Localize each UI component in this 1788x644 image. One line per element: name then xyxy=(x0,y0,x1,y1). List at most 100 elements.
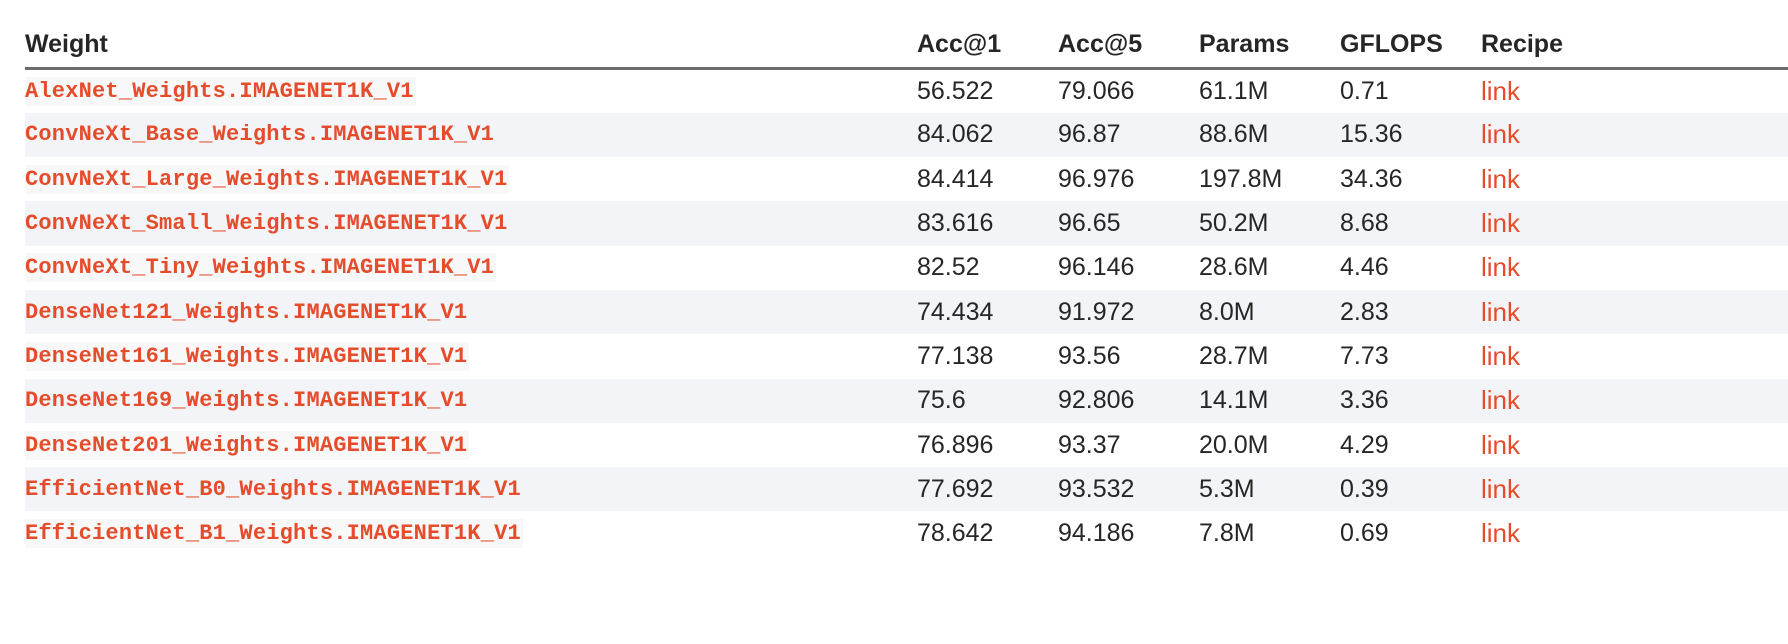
recipe-link[interactable]: link xyxy=(1481,473,1521,504)
gflops-cell: 4.29 xyxy=(1340,430,1389,459)
table-header: Weight Acc@1 Acc@5 Params GFLOPS Recipe xyxy=(25,22,1788,70)
recipe-link[interactable]: link xyxy=(1481,296,1521,327)
weight-cell: DenseNet121_Weights.IMAGENET1K_V1 xyxy=(25,289,917,335)
params-cell: 50.2M xyxy=(1199,201,1340,246)
recipe-link[interactable]: link xyxy=(1481,252,1521,283)
acc5-cell: 79.066 xyxy=(1058,76,1135,105)
table-body: AlexNet_Weights.IMAGENET1K_V1 56.522 79.06… xyxy=(25,69,1788,556)
weight-name-link[interactable]: DenseNet169_Weights.IMAGENET1K_V1 xyxy=(25,386,470,416)
recipe-link[interactable]: link xyxy=(1481,163,1521,194)
weight-cell: EfficientNet_B0_Weights.IMAGENET1K_V1 xyxy=(25,467,917,512)
table-row: DenseNet121_Weights.IMAGENET1K_V1 74.434 9… xyxy=(25,289,1788,335)
table-row: EfficientNet_B0_Weights.IMAGENET1K_V1 77.… xyxy=(25,467,1788,512)
recipe-cell: link xyxy=(1481,467,1788,512)
recipe-link[interactable]: link xyxy=(1481,518,1521,549)
table-row: EfficientNet_B1_Weights.IMAGENET1K_V1 78.… xyxy=(25,511,1788,555)
weight-cell: DenseNet201_Weights.IMAGENET1K_V1 xyxy=(25,423,917,467)
gflops-cell: 3.36 xyxy=(1340,378,1481,423)
acc5-cell: 94.186 xyxy=(1058,519,1135,548)
header-row: Weight Acc@1 Acc@5 Params GFLOPS Recipe xyxy=(25,22,1788,70)
recipe-link[interactable]: link xyxy=(1481,75,1521,106)
acc1-cell: 77.692 xyxy=(917,467,1058,512)
weight-name-link[interactable]: ConvNeXt_Small_Weights.IMAGENET1K_V1 xyxy=(25,209,510,239)
table-row: DenseNet161_Weights.IMAGENET1K_V1 77.138 9… xyxy=(25,334,1788,378)
gflops-cell: 0.39 xyxy=(1340,467,1481,512)
header-gflops: GFLOPS xyxy=(1340,22,1481,70)
weight-name-link[interactable]: EfficientNet_B1_Weights.IMAGENET1K_V1 xyxy=(25,519,523,549)
params-cell: 88.6M xyxy=(1199,112,1340,158)
gflops-cell: 0.69 xyxy=(1340,519,1389,548)
header-params: Params xyxy=(1199,22,1340,70)
weight-name-link[interactable]: ConvNeXt_Base_Weights.IMAGENET1K_V1 xyxy=(25,120,497,150)
weights-table: Weight Acc@1 Acc@5 Params GFLOPS Recipe … xyxy=(25,22,1788,556)
weight-cell: AlexNet_Weights.IMAGENET1K_V1 xyxy=(25,69,917,113)
table-row: ConvNeXt_Tiny_Weights.IMAGENET1K_V1 82.52… xyxy=(25,246,1788,290)
params-cell: 28.7M xyxy=(1199,341,1269,370)
gflops-cell: 0.71 xyxy=(1340,76,1389,105)
weight-name-link[interactable]: DenseNet201_Weights.IMAGENET1K_V1 xyxy=(25,430,470,460)
params-cell: 8.0M xyxy=(1199,289,1340,335)
gflops-cell: 15.36 xyxy=(1340,112,1481,158)
recipe-cell: link xyxy=(1481,157,1788,201)
acc1-cell: 84.062 xyxy=(917,112,1058,158)
acc5-cell: 96.65 xyxy=(1058,201,1199,246)
params-cell: 20.0M xyxy=(1199,430,1269,459)
acc1-cell: 77.138 xyxy=(917,341,994,370)
weight-name-link[interactable]: DenseNet121_Weights.IMAGENET1K_V1 xyxy=(25,297,470,327)
weight-name-link[interactable]: EfficientNet_B0_Weights.IMAGENET1K_V1 xyxy=(25,474,523,504)
acc1-cell: 84.414 xyxy=(917,164,994,193)
acc1-cell: 78.642 xyxy=(917,519,994,548)
header-acc5: Acc@5 xyxy=(1058,22,1199,70)
table-row: DenseNet201_Weights.IMAGENET1K_V1 76.896 9… xyxy=(25,423,1788,467)
acc5-cell: 93.56 xyxy=(1058,341,1121,370)
table-row: ConvNeXt_Base_Weights.IMAGENET1K_V1 84.06… xyxy=(25,112,1788,158)
params-cell: 7.8M xyxy=(1199,519,1255,548)
recipe-cell: link xyxy=(1481,511,1788,555)
gflops-cell: 2.83 xyxy=(1340,289,1481,335)
header-weight: Weight xyxy=(25,22,917,70)
params-cell: 197.8M xyxy=(1199,164,1283,193)
recipe-link[interactable]: link xyxy=(1481,429,1521,460)
table-row: ConvNeXt_Large_Weights.IMAGENET1K_V1 84.4… xyxy=(25,157,1788,201)
acc1-cell: 56.522 xyxy=(917,76,994,105)
recipe-cell: link xyxy=(1481,246,1788,290)
params-cell: 5.3M xyxy=(1199,467,1340,512)
acc5-cell: 93.37 xyxy=(1058,430,1121,459)
weight-name-link[interactable]: AlexNet_Weights.IMAGENET1K_V1 xyxy=(25,76,416,106)
acc5-cell: 96.146 xyxy=(1058,253,1135,282)
acc5-cell: 92.806 xyxy=(1058,378,1199,423)
params-cell: 14.1M xyxy=(1199,378,1340,423)
recipe-link[interactable]: link xyxy=(1481,119,1521,150)
acc1-cell: 75.6 xyxy=(917,378,1058,423)
weight-name-link[interactable]: DenseNet161_Weights.IMAGENET1K_V1 xyxy=(25,341,470,371)
acc1-cell: 82.52 xyxy=(917,253,980,282)
acc5-cell: 96.976 xyxy=(1058,164,1135,193)
recipe-cell: link xyxy=(1481,334,1788,378)
gflops-cell: 7.73 xyxy=(1340,341,1389,370)
params-cell: 61.1M xyxy=(1199,76,1269,105)
gflops-cell: 8.68 xyxy=(1340,201,1481,246)
gflops-cell: 34.36 xyxy=(1340,164,1403,193)
acc1-cell: 74.434 xyxy=(917,289,1058,335)
acc1-cell: 76.896 xyxy=(917,430,994,459)
recipe-cell: link xyxy=(1481,69,1788,113)
gflops-cell: 4.46 xyxy=(1340,253,1389,282)
weight-cell: ConvNeXt_Small_Weights.IMAGENET1K_V1 xyxy=(25,201,917,246)
recipe-link[interactable]: link xyxy=(1481,208,1521,239)
weight-cell: ConvNeXt_Large_Weights.IMAGENET1K_V1 xyxy=(25,157,917,201)
table-row: DenseNet169_Weights.IMAGENET1K_V1 75.6 92.… xyxy=(25,378,1788,423)
recipe-link[interactable]: link xyxy=(1481,385,1521,416)
weight-cell: DenseNet169_Weights.IMAGENET1K_V1 xyxy=(25,378,917,423)
params-cell: 28.6M xyxy=(1199,253,1269,282)
weight-cell: DenseNet161_Weights.IMAGENET1K_V1 xyxy=(25,334,917,378)
recipe-cell: link xyxy=(1481,201,1788,246)
acc1-cell: 83.616 xyxy=(917,201,1058,246)
weight-name-link[interactable]: ConvNeXt_Large_Weights.IMAGENET1K_V1 xyxy=(25,164,510,194)
recipe-cell: link xyxy=(1481,423,1788,467)
weight-cell: ConvNeXt_Tiny_Weights.IMAGENET1K_V1 xyxy=(25,246,917,290)
acc5-cell: 96.87 xyxy=(1058,112,1199,158)
recipe-cell: link xyxy=(1481,289,1788,335)
weight-name-link[interactable]: ConvNeXt_Tiny_Weights.IMAGENET1K_V1 xyxy=(25,253,497,283)
recipe-link[interactable]: link xyxy=(1481,340,1521,371)
header-acc1: Acc@1 xyxy=(917,22,1058,70)
